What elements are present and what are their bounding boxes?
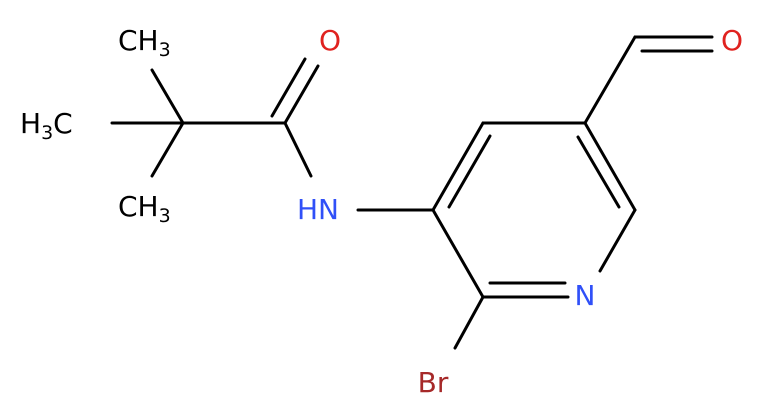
atom-label: O xyxy=(721,24,743,57)
bond xyxy=(576,135,621,209)
bond xyxy=(270,57,307,118)
bond xyxy=(583,35,637,125)
atom-label: CH3 xyxy=(118,24,171,61)
bond xyxy=(150,68,185,125)
bond xyxy=(431,121,485,212)
bond xyxy=(150,121,185,178)
bond xyxy=(283,121,313,178)
bond xyxy=(583,121,637,212)
bond xyxy=(453,295,485,350)
atom-label: N xyxy=(575,279,596,312)
atom-label: H3C xyxy=(20,107,73,144)
bond xyxy=(283,64,320,125)
atom-label: O xyxy=(319,24,341,57)
bond xyxy=(598,208,637,273)
bond xyxy=(431,208,485,299)
atom-label: Br xyxy=(418,366,449,399)
bonds xyxy=(110,35,714,350)
atom-label: CH3 xyxy=(118,190,171,227)
bond xyxy=(447,134,492,209)
atom-label: HN xyxy=(297,193,339,226)
